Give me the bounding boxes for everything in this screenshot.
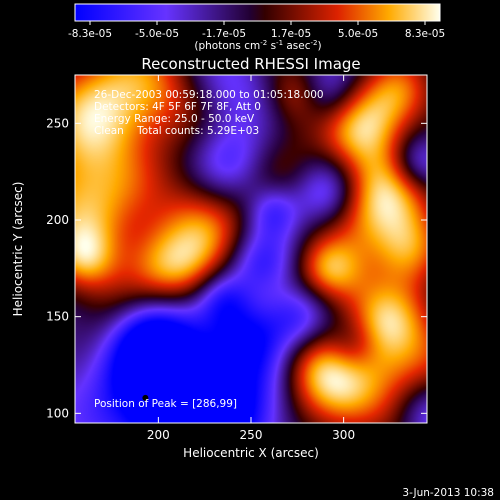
colorbar-tick-label-5: 8.3e-05 bbox=[405, 28, 445, 40]
x-tick-label-1: 250 bbox=[240, 428, 263, 442]
x-tick-label-0: 200 bbox=[147, 428, 170, 442]
colorbar-tick-label-4: 5.0e-05 bbox=[338, 28, 378, 40]
info-line-2: Detectors: 4F 5F 6F 7F 8F, Att 0 bbox=[94, 101, 261, 113]
y-tick-label-1: 150 bbox=[46, 310, 69, 324]
x-axis-ticks: 200 250 300 bbox=[147, 75, 355, 442]
y-tick-label-3: 250 bbox=[46, 116, 69, 130]
colorbar-ticks: -8.3e-05 -5.0e-05 -1.7e-05 1.7e-05 5.0e-05 8.… bbox=[68, 21, 445, 40]
colorbar-unit: (photons cm-2 s-1 asec-2) bbox=[194, 39, 321, 52]
info-line-1: 26-Dec-2003 00:59:18.000 to 01:05:18.000 bbox=[94, 89, 324, 101]
footer-date: 3-Jun-2013 10:38 bbox=[402, 487, 494, 499]
colorbar-tick-label-2: -1.7e-05 bbox=[202, 28, 246, 40]
peak-label: Position of Peak = [286,99] bbox=[94, 398, 237, 410]
colorbar-tick-label-3: 1.7e-05 bbox=[271, 28, 311, 40]
y-axis-ticks: 100 150 200 250 bbox=[46, 116, 427, 420]
colorbar-tick-label-0: -8.3e-05 bbox=[68, 28, 112, 40]
colorbar bbox=[74, 3, 441, 22]
peak-marker bbox=[142, 394, 149, 401]
colorbar-tick-label-1: -5.0e-05 bbox=[135, 28, 179, 40]
y-axis-label: Heliocentric Y (arcsec) bbox=[11, 182, 25, 317]
x-tick-label-2: 300 bbox=[332, 428, 355, 442]
info-line-3: Energy Range: 25.0 - 50.0 keV bbox=[94, 113, 255, 125]
x-axis-label: Heliocentric X (arcsec) bbox=[183, 446, 319, 460]
heatmap-image bbox=[75, 75, 427, 423]
y-tick-label-0: 100 bbox=[46, 406, 69, 420]
chart-title: Reconstructed RHESSI Image bbox=[141, 55, 360, 73]
y-tick-label-2: 200 bbox=[46, 213, 69, 227]
info-line-4: Clean Total counts: 5.29E+03 bbox=[94, 125, 259, 137]
